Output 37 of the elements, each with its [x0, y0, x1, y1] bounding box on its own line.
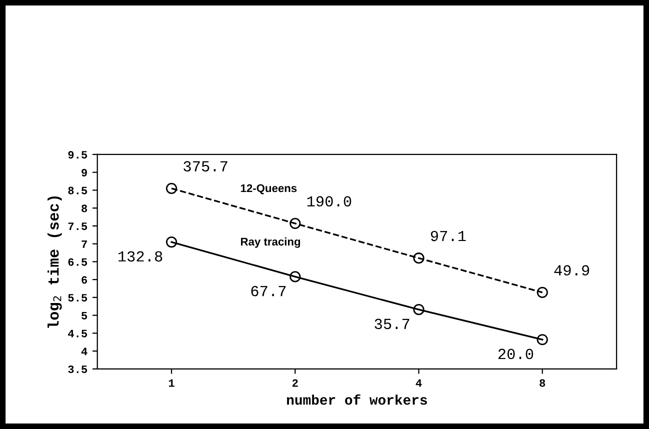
y-tick-label: 4.5 [68, 330, 88, 338]
annotation: 67.7 [251, 286, 286, 296]
annotation: 190.0 [307, 196, 352, 207]
series-label: 12-Queens [240, 184, 297, 194]
point [536, 286, 548, 298]
point [290, 271, 301, 282]
y-tick-label: 9.5 [68, 151, 88, 159]
annotation: 49.9 [554, 265, 590, 276]
y-tick-label: 8 [82, 204, 88, 212]
point [290, 218, 301, 229]
y-tick-label: 5 [82, 312, 88, 320]
annotation: 20.0 [498, 348, 534, 360]
annotation: 375.7 [184, 161, 228, 172]
y-tick-label: 3.5 [68, 366, 88, 374]
point [166, 182, 178, 194]
y-axis-title: log$_{2}$ time (sec) [48, 196, 62, 328]
y-tick-label: 9 [82, 168, 87, 176]
annotation: 35.7 [374, 318, 410, 330]
y-tick-label: 6.5 [68, 258, 88, 266]
y-tick-label: 8.5 [68, 186, 88, 194]
point [413, 304, 424, 316]
point [166, 236, 178, 248]
y-tick-label: 6 [82, 276, 88, 284]
x-axis-title: number of workers [287, 394, 427, 405]
x-tick-label: 1 [168, 379, 174, 387]
x-tick-label: 2 [292, 379, 298, 387]
y-tick-label: 4 [81, 348, 88, 356]
annotation: 132.8 [118, 251, 162, 262]
point [413, 252, 424, 264]
series-label: Ray tracing [241, 237, 300, 248]
annotation: 97.1 [430, 230, 466, 242]
x-tick-label: 8 [540, 379, 546, 387]
y-tick-label: 7.5 [68, 222, 88, 230]
x-tick-label: 4 [416, 379, 422, 387]
y-tick-label: 7 [82, 240, 87, 248]
y-tick-label: 5.5 [68, 294, 88, 302]
point [536, 334, 548, 346]
